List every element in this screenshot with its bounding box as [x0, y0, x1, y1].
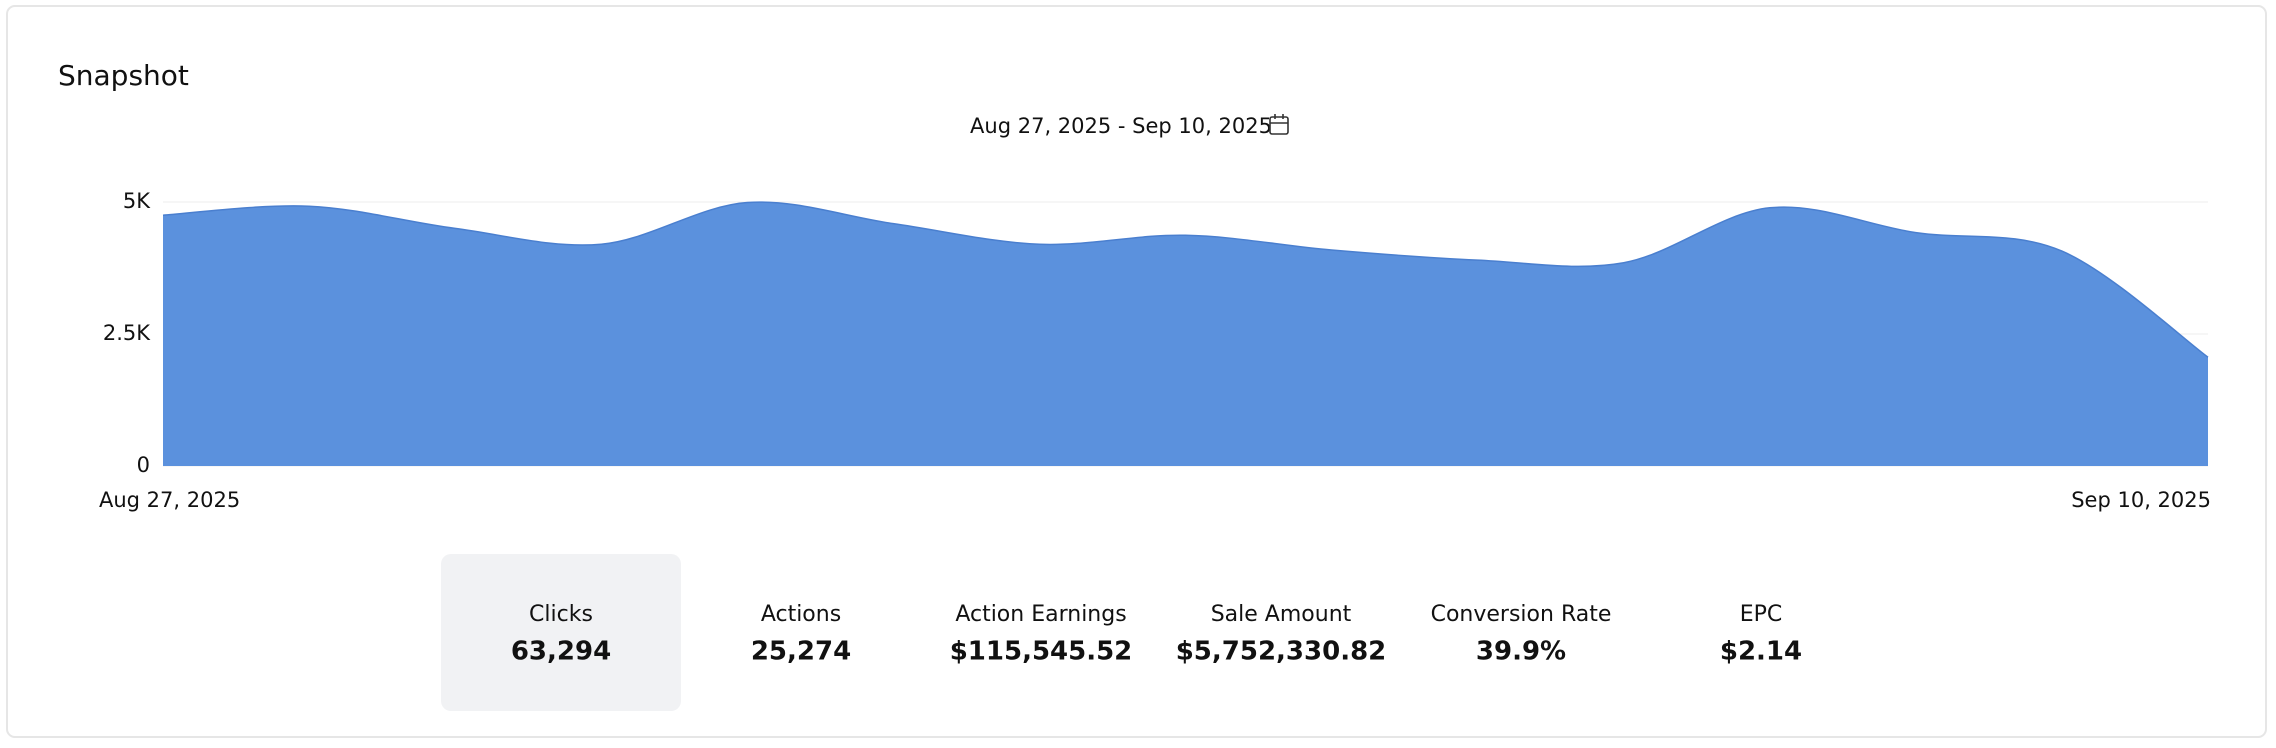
date-range[interactable]: Aug 27, 2025 - Sep 10, 2025	[970, 114, 1272, 138]
metric-value[interactable]: $5,752,330.82	[1176, 637, 1387, 667]
metric-value[interactable]: $115,545.52	[950, 637, 1133, 667]
metric-label[interactable]: Clicks	[529, 602, 593, 627]
card-title: Snapshot	[58, 59, 189, 92]
metric-label[interactable]: Actions	[761, 602, 841, 627]
area	[163, 202, 2208, 466]
y-tick-label: 2.5K	[103, 321, 151, 345]
selected-metric-bg	[441, 554, 681, 711]
metric-label[interactable]: Sale Amount	[1211, 602, 1352, 627]
metric-value[interactable]: $2.14	[1720, 637, 1802, 667]
x-tick-label: Sep 10, 2025	[2071, 488, 2211, 512]
metric-value[interactable]: 39.9%	[1476, 637, 1566, 667]
metric-label[interactable]: EPC	[1740, 602, 1783, 627]
metric-value[interactable]: 25,274	[751, 637, 851, 667]
calendar-icon[interactable]	[1269, 114, 1289, 135]
y-tick-label: 5K	[123, 189, 151, 213]
metric-label[interactable]: Action Earnings	[955, 602, 1126, 627]
x-tick-label: Aug 27, 2025	[99, 488, 240, 512]
y-tick-label: 0	[137, 453, 150, 477]
metric-value[interactable]: 63,294	[511, 637, 611, 667]
metric-label[interactable]: Conversion Rate	[1431, 602, 1612, 627]
area-line	[162, 201, 2209, 358]
